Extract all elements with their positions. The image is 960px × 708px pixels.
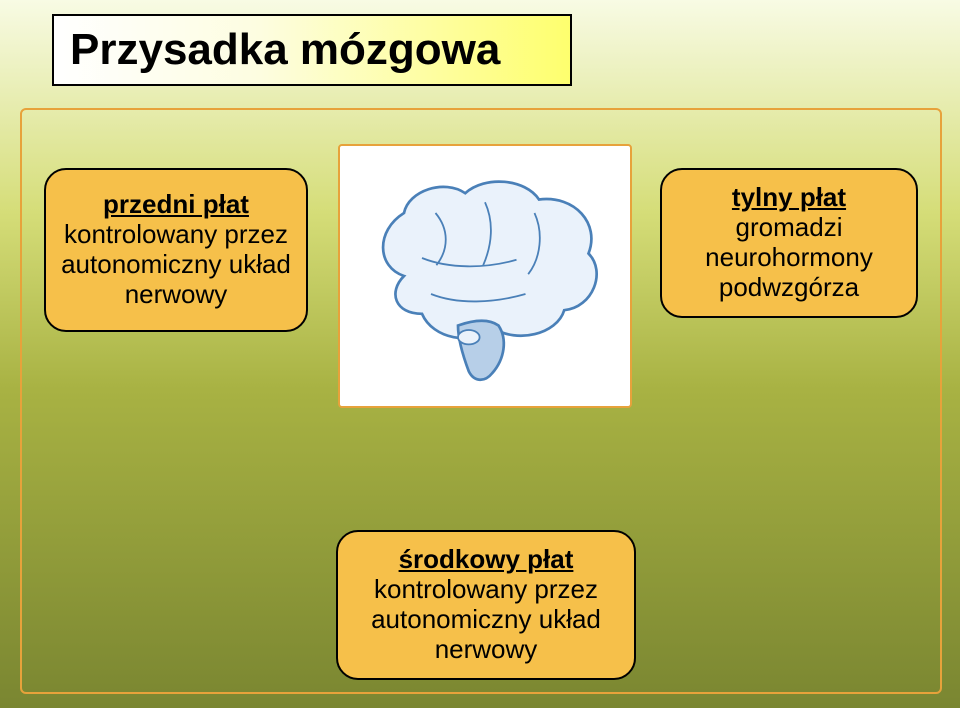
posterior-lobe-box: tylny płat gromadzi neurohormony podwzgó… bbox=[660, 168, 918, 318]
title-box: Przysadka mózgowa bbox=[52, 14, 572, 86]
brain-icon bbox=[350, 156, 620, 396]
posterior-lobe-body: gromadzi neurohormony podwzgórza bbox=[672, 213, 906, 303]
posterior-lobe-heading: tylny płat bbox=[672, 183, 906, 212]
anterior-lobe-heading: przedni płat bbox=[56, 190, 296, 219]
intermediate-lobe-heading: środkowy płat bbox=[348, 545, 624, 574]
page-title: Przysadka mózgowa bbox=[70, 25, 500, 75]
anterior-lobe-box: przedni płat kontrolowany przez autonomi… bbox=[44, 168, 308, 332]
slide: Przysadka mózgowa przedni płat kontrolow… bbox=[0, 0, 960, 708]
intermediate-lobe-box: środkowy płat kontrolowany przez autonom… bbox=[336, 530, 636, 680]
intermediate-lobe-body: kontrolowany przez autonomiczny układ ne… bbox=[348, 575, 624, 665]
anterior-lobe-body: kontrolowany przez autonomiczny układ ne… bbox=[56, 220, 296, 310]
brain-illustration-frame bbox=[338, 144, 632, 408]
